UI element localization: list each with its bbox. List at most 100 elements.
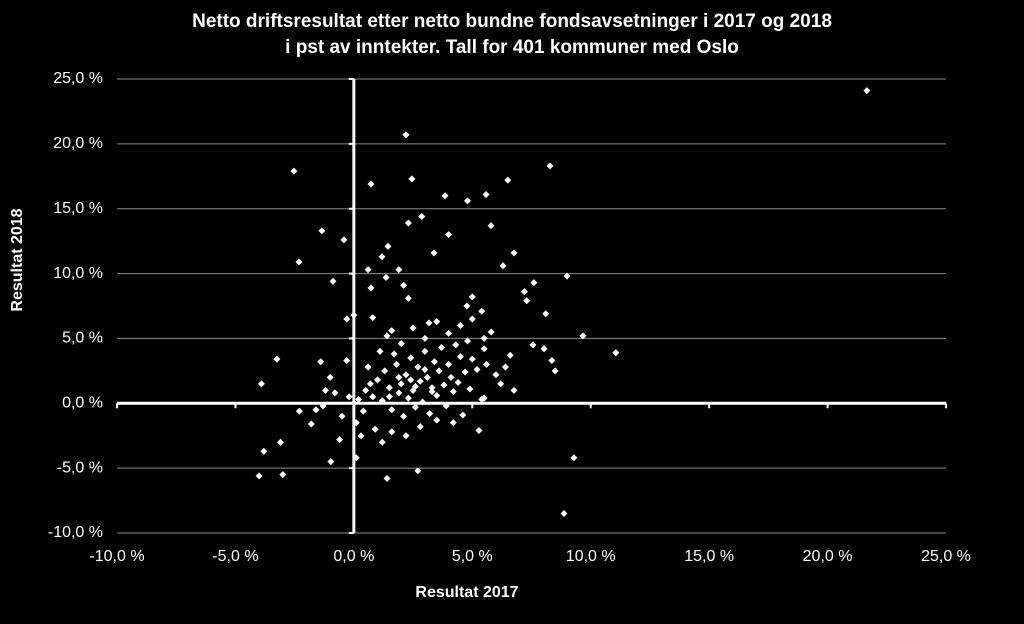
point bbox=[435, 367, 443, 375]
point bbox=[388, 406, 396, 414]
point bbox=[551, 367, 559, 375]
point bbox=[378, 438, 386, 446]
point bbox=[397, 380, 405, 388]
point bbox=[454, 379, 462, 387]
point bbox=[336, 436, 344, 444]
point bbox=[510, 249, 518, 257]
point bbox=[345, 393, 353, 401]
point bbox=[464, 337, 472, 345]
point bbox=[404, 294, 412, 302]
point bbox=[350, 311, 358, 319]
y-tick-label: -10,0 % bbox=[48, 524, 103, 541]
point bbox=[414, 467, 422, 475]
point bbox=[423, 373, 431, 381]
point bbox=[461, 368, 469, 376]
point bbox=[400, 412, 408, 420]
point bbox=[530, 279, 538, 287]
point bbox=[492, 371, 500, 379]
point bbox=[459, 411, 467, 419]
point bbox=[546, 162, 554, 170]
point bbox=[409, 324, 417, 332]
point bbox=[367, 180, 375, 188]
point bbox=[441, 192, 449, 200]
point bbox=[404, 219, 412, 227]
point bbox=[326, 373, 334, 381]
point bbox=[445, 360, 453, 368]
point bbox=[327, 458, 335, 466]
point bbox=[421, 334, 429, 342]
x-tick-label: 15,0 % bbox=[684, 548, 734, 565]
point bbox=[295, 407, 303, 415]
point bbox=[383, 332, 391, 340]
point bbox=[475, 427, 483, 435]
point bbox=[318, 227, 326, 235]
point bbox=[430, 249, 438, 257]
point bbox=[428, 384, 436, 392]
point bbox=[579, 332, 587, 340]
y-tick-label: -5,0 % bbox=[57, 459, 103, 476]
point bbox=[273, 355, 281, 363]
point bbox=[456, 321, 464, 329]
y-tick-label: 20,0 % bbox=[53, 135, 103, 152]
point bbox=[542, 310, 550, 318]
point bbox=[416, 423, 424, 431]
point bbox=[478, 307, 486, 315]
point bbox=[411, 403, 419, 411]
point bbox=[397, 340, 405, 348]
point bbox=[468, 355, 476, 363]
point bbox=[437, 344, 445, 352]
point bbox=[480, 345, 488, 353]
point bbox=[319, 402, 327, 410]
point bbox=[307, 420, 315, 428]
point bbox=[463, 302, 471, 310]
x-tick-label: 10,0 % bbox=[566, 548, 616, 565]
point bbox=[433, 392, 441, 400]
point bbox=[487, 328, 495, 336]
point bbox=[426, 410, 434, 418]
point bbox=[414, 363, 422, 371]
point bbox=[350, 399, 358, 407]
point bbox=[329, 277, 337, 285]
point bbox=[279, 471, 287, 479]
point bbox=[449, 419, 457, 427]
point bbox=[442, 402, 450, 410]
point bbox=[290, 167, 298, 175]
point bbox=[499, 262, 507, 270]
point bbox=[395, 266, 403, 274]
point bbox=[497, 380, 505, 388]
point bbox=[321, 386, 329, 394]
point bbox=[501, 363, 509, 371]
point bbox=[863, 87, 871, 95]
point bbox=[378, 253, 386, 261]
y-tick-label: 0,0 % bbox=[62, 395, 103, 412]
y-tick-label: 5,0 % bbox=[62, 330, 103, 347]
point bbox=[383, 475, 391, 483]
point bbox=[295, 258, 303, 266]
point bbox=[369, 314, 377, 322]
point bbox=[343, 356, 351, 364]
point bbox=[312, 406, 320, 414]
x-tick-label: -5,0 % bbox=[212, 548, 258, 565]
x-tick-label: 0,0 % bbox=[333, 548, 374, 565]
point bbox=[430, 358, 438, 366]
point bbox=[548, 356, 556, 364]
point bbox=[378, 397, 386, 405]
point bbox=[402, 131, 410, 139]
x-tick-label: 25,0 % bbox=[921, 548, 971, 565]
point bbox=[563, 272, 571, 280]
point bbox=[473, 366, 481, 374]
point bbox=[449, 388, 457, 396]
point bbox=[381, 367, 389, 375]
point bbox=[421, 347, 429, 355]
point bbox=[352, 454, 360, 462]
point bbox=[416, 377, 424, 385]
point bbox=[560, 510, 568, 518]
point bbox=[338, 412, 346, 420]
point bbox=[407, 354, 415, 362]
point bbox=[523, 297, 531, 305]
point bbox=[407, 376, 415, 384]
point bbox=[480, 334, 488, 342]
point bbox=[464, 197, 472, 205]
point bbox=[340, 236, 348, 244]
